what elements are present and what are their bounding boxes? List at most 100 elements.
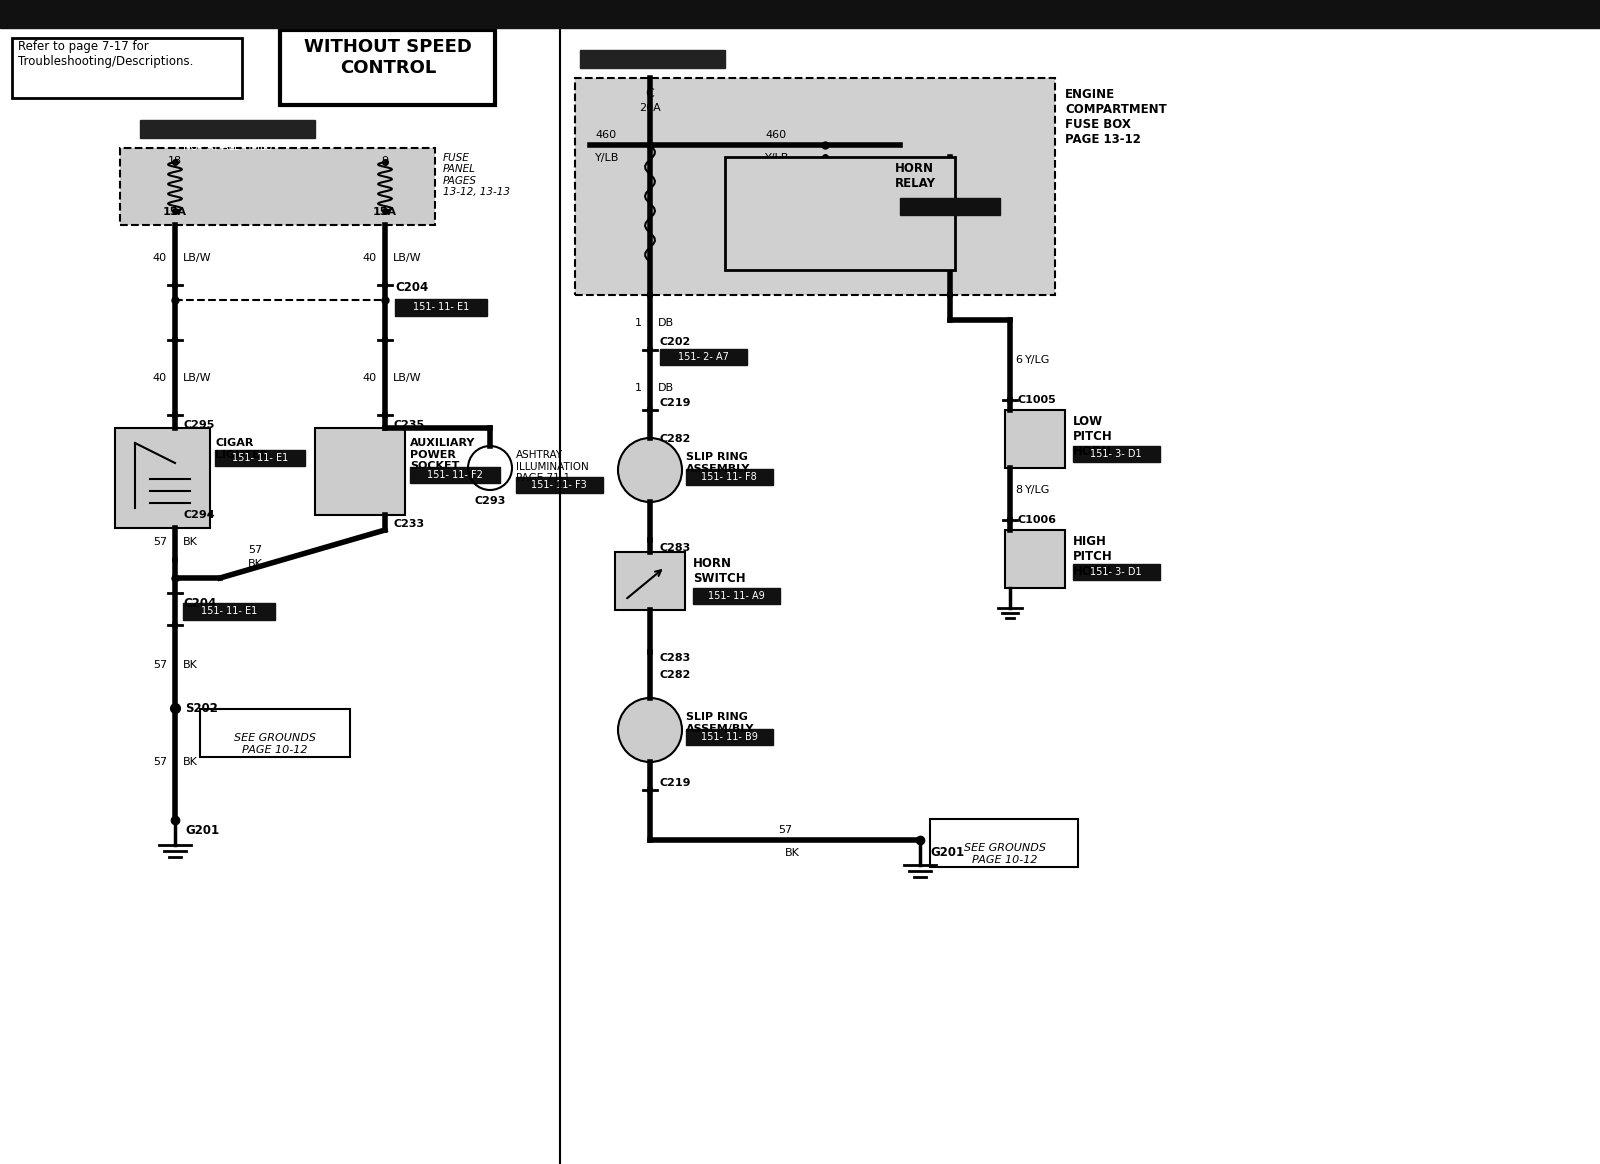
Text: BK: BK — [182, 660, 198, 670]
Text: 40: 40 — [363, 372, 378, 383]
Text: 151- 3- D1: 151- 3- D1 — [1090, 449, 1142, 459]
Text: 57: 57 — [778, 825, 792, 835]
Text: HOT AT ALL TIMES: HOT AT ALL TIMES — [184, 142, 272, 152]
Text: G201: G201 — [186, 823, 219, 837]
Text: G201: G201 — [930, 845, 965, 859]
Text: SEE GROUNDS
PAGE 10-12: SEE GROUNDS PAGE 10-12 — [963, 843, 1046, 865]
Text: HIGH
PITCH
HORN: HIGH PITCH HORN — [1074, 535, 1112, 579]
Text: C294: C294 — [182, 510, 214, 520]
Bar — [661, 349, 747, 365]
Text: 151- 11- E1: 151- 11- E1 — [202, 606, 258, 616]
Text: 57: 57 — [248, 545, 262, 555]
Text: HORN
RELAY: HORN RELAY — [894, 162, 936, 190]
Text: BK: BK — [786, 849, 800, 858]
Text: ASHTRAY
ILLUMINATION
PAGE 71-1: ASHTRAY ILLUMINATION PAGE 71-1 — [515, 450, 589, 483]
Text: 460: 460 — [595, 130, 616, 140]
Text: C1005: C1005 — [1018, 395, 1056, 405]
Bar — [1074, 446, 1160, 462]
Text: C219: C219 — [661, 778, 691, 788]
Text: C204: C204 — [182, 597, 216, 610]
Text: S202: S202 — [186, 702, 218, 715]
Bar — [725, 157, 955, 270]
Text: ENGINE
COMPARTMENT
FUSE BOX
PAGE 13-12: ENGINE COMPARTMENT FUSE BOX PAGE 13-12 — [1066, 88, 1166, 146]
Text: 9: 9 — [381, 156, 389, 166]
Text: 1: 1 — [635, 383, 642, 393]
Text: 151- 11- B9: 151- 11- B9 — [701, 732, 757, 741]
Text: 20A: 20A — [638, 102, 661, 113]
Text: SLIP RING
ASSEM/BLY: SLIP RING ASSEM/BLY — [686, 712, 755, 733]
Text: Y/LG: Y/LG — [1026, 485, 1050, 495]
Bar — [13, 38, 242, 98]
Text: 151- 11- F2: 151- 11- F2 — [427, 470, 483, 480]
Text: AUXILIARY
POWER
SOCKET: AUXILIARY POWER SOCKET — [410, 438, 475, 471]
Text: 151- 11- F3: 151- 11- F3 — [531, 480, 587, 490]
Bar — [115, 428, 210, 528]
Text: CIGAR
LIGHTER: CIGAR LIGHTER — [214, 438, 269, 460]
Text: DB: DB — [658, 383, 674, 393]
Circle shape — [618, 438, 682, 502]
Text: 40: 40 — [154, 253, 166, 263]
Text: 57: 57 — [154, 537, 166, 547]
Text: C: C — [646, 87, 654, 100]
Bar — [200, 709, 350, 757]
Text: Y/LB: Y/LB — [595, 152, 619, 163]
Text: C204: C204 — [395, 281, 429, 294]
Text: HORN
SWITCH: HORN SWITCH — [693, 558, 746, 585]
Bar — [120, 148, 435, 225]
Text: C282: C282 — [661, 670, 691, 680]
Bar — [899, 198, 1000, 215]
Text: C202: C202 — [661, 338, 691, 347]
Text: DB: DB — [658, 318, 674, 328]
Text: 151- 11- F8: 151- 11- F8 — [701, 471, 757, 482]
Text: BK: BK — [182, 757, 198, 767]
Text: BK: BK — [182, 537, 198, 547]
Bar — [315, 428, 405, 514]
Bar — [930, 819, 1078, 867]
Text: 151- 11- E1: 151- 11- E1 — [413, 301, 469, 312]
Bar — [614, 552, 685, 610]
Bar — [686, 729, 773, 745]
Bar — [141, 120, 315, 139]
Bar — [574, 78, 1054, 294]
Text: 460: 460 — [765, 130, 786, 140]
Text: 151- 11- A9: 151- 11- A9 — [707, 591, 765, 601]
Bar — [686, 469, 773, 485]
Text: SEE GROUNDS
PAGE 10-12: SEE GROUNDS PAGE 10-12 — [234, 733, 317, 754]
Text: LB/W: LB/W — [394, 372, 422, 383]
Bar — [693, 588, 781, 604]
Text: C295: C295 — [182, 420, 214, 430]
Text: Y/LG: Y/LG — [1026, 355, 1050, 365]
Text: 151- 2- A7: 151- 2- A7 — [677, 352, 728, 362]
Text: FUSE
PANEL
PAGES
13-12, 13-13: FUSE PANEL PAGES 13-12, 13-13 — [443, 152, 510, 198]
Text: Y/LB: Y/LB — [765, 152, 789, 163]
Bar — [579, 50, 725, 68]
Text: SLIP RING
ASSEMBLY: SLIP RING ASSEMBLY — [686, 452, 750, 474]
Bar — [515, 477, 603, 494]
Text: C1006: C1006 — [1018, 514, 1058, 525]
Bar — [410, 467, 499, 483]
Text: 18: 18 — [168, 156, 182, 166]
Text: 151- 11- E1: 151- 11- E1 — [232, 453, 288, 463]
Bar — [1005, 530, 1066, 588]
Text: C283: C283 — [661, 542, 691, 553]
Text: LB/W: LB/W — [182, 253, 211, 263]
Text: 8: 8 — [1014, 485, 1022, 495]
Bar — [214, 450, 306, 466]
Bar — [395, 299, 486, 315]
Text: 151- 3- D1: 151- 3- D1 — [1090, 567, 1142, 577]
Text: Refer to page 7-17 for
Troubleshooting/Descriptions.: Refer to page 7-17 for Troubleshooting/D… — [18, 40, 194, 68]
Text: 57: 57 — [154, 757, 166, 767]
Text: C219: C219 — [661, 398, 691, 409]
Bar — [1005, 410, 1066, 468]
Text: 40: 40 — [363, 253, 378, 263]
Text: 1: 1 — [635, 318, 642, 328]
Text: BK: BK — [248, 559, 262, 569]
Bar — [280, 30, 494, 105]
Text: HOT AT ALL TIMES: HOT AT ALL TIMES — [608, 52, 698, 62]
Text: C233: C233 — [394, 519, 424, 528]
Circle shape — [618, 698, 682, 762]
Text: 151- 2- A7: 151- 2- A7 — [925, 201, 976, 211]
Text: C293: C293 — [474, 496, 506, 506]
Text: C283: C283 — [661, 653, 691, 663]
Bar — [0, 0, 1600, 28]
